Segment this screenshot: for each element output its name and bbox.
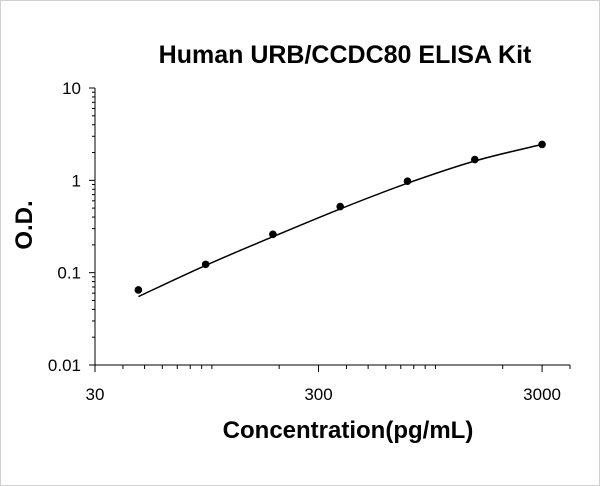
chart-title: Human URB/CCDC80 ELISA Kit [159,41,532,69]
data-point [269,230,277,239]
axes: 10 1 0.1 0.01 30 300 3000 [48,79,571,404]
x-tick-label: 30 [86,385,105,404]
data-point [403,177,412,185]
fit-curve-line [138,143,543,298]
data-point [336,202,344,211]
data-point [201,260,210,269]
y-tick-label: 10 [62,79,81,98]
data-point [538,140,546,149]
y-tick-label: 1 [72,171,81,190]
plot-area [134,140,546,298]
x-tick-label: 3000 [523,385,561,404]
y-tick-label: 0.01 [48,356,81,375]
x-axis-title: Concentration(pg/mL) [223,417,474,444]
y-tick-label: 0.1 [57,264,81,283]
x-tick-label: 300 [304,385,332,404]
y-axis-title: O.D. [11,200,38,249]
data-point [470,155,479,164]
data-point [134,286,143,294]
